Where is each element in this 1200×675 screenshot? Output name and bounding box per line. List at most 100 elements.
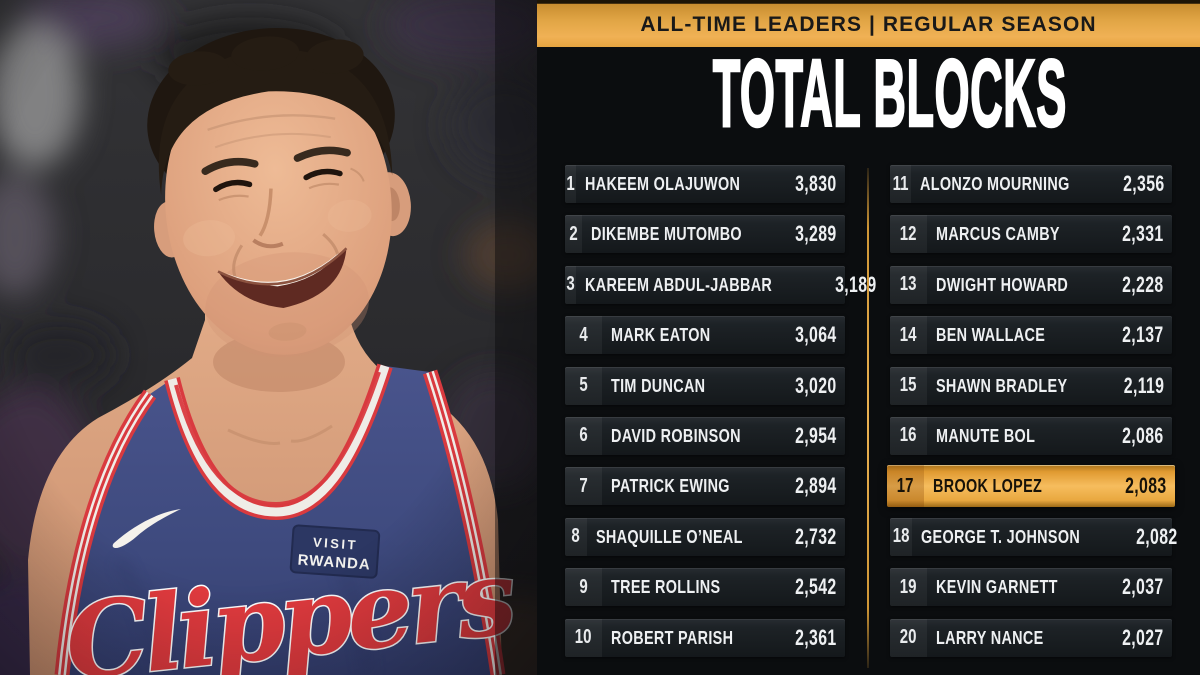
rank-cell: 4 bbox=[565, 316, 602, 355]
leader-row: 7 PATRICK EWING 2,894 bbox=[565, 467, 845, 506]
rank-cell: 14 bbox=[890, 316, 927, 355]
rank-cell-label: 18 bbox=[892, 525, 910, 548]
column-divider bbox=[867, 168, 869, 668]
blocks-value: 2,356 bbox=[1107, 171, 1165, 197]
leader-row: 4 MARK EATON 3,064 bbox=[565, 316, 845, 355]
blocks-value: 2,082 bbox=[1120, 524, 1178, 550]
player-name: PATRICK EWING bbox=[611, 475, 779, 497]
blocks-value: 2,119 bbox=[1108, 373, 1164, 399]
leaders-column-right: 11 ALONZO MOURNING 2,356 12 MARCUS CAMBY 2,33… bbox=[887, 165, 1177, 669]
blocks-value-label: 2,027 bbox=[1122, 624, 1164, 650]
blocks-value-label: 2,954 bbox=[795, 422, 837, 448]
rank-cell-label: 17 bbox=[897, 474, 914, 497]
leader-row: 12 MARCUS CAMBY 2,331 bbox=[890, 215, 1172, 254]
rank-cell-label: 6 bbox=[579, 424, 588, 447]
blocks-value: 2,894 bbox=[779, 473, 837, 499]
player-name-label: PATRICK EWING bbox=[611, 476, 730, 497]
leaders-column-left: 1 HAKEEM OLAJUWON 3,830 2 DIKEMBE MUTOMBO 3,2… bbox=[565, 165, 876, 669]
blocks-value-label: 3,020 bbox=[795, 372, 837, 398]
leader-row: 18 GEORGE T. JOHNSON 2,082 bbox=[890, 517, 1177, 556]
rank-cell-label: 3 bbox=[566, 273, 575, 296]
blocks-value: 3,830 bbox=[779, 171, 837, 197]
player-name-label: DAVID ROBINSON bbox=[611, 425, 741, 446]
blocks-value-label: 2,119 bbox=[1123, 372, 1164, 398]
blocks-value: 2,361 bbox=[779, 625, 837, 651]
player-photo: VISIT RWANDA Clippers bbox=[0, 0, 537, 675]
blocks-value: 2,954 bbox=[779, 423, 837, 449]
header-bar: ALL-TIME LEADERS | REGULAR SEASON bbox=[537, 0, 1200, 47]
player-name-label: BROOK LOPEZ bbox=[933, 476, 1043, 497]
blocks-value: 2,542 bbox=[779, 574, 837, 600]
player-name: ROBERT PARISH bbox=[611, 627, 779, 649]
blocks-value: 3,289 bbox=[779, 221, 837, 247]
blocks-value-label: 2,137 bbox=[1122, 322, 1164, 348]
blocks-value: 3,020 bbox=[779, 373, 837, 399]
player-name-label: MARCUS CAMBY bbox=[936, 224, 1060, 245]
rank-cell-label: 15 bbox=[900, 374, 917, 397]
rank-cell: 20 bbox=[890, 618, 927, 657]
leader-row: 8 SHAQUILLE O’NEAL 2,732 bbox=[565, 517, 845, 556]
rank-cell: 6 bbox=[565, 416, 602, 455]
player-name: LARRY NANCE bbox=[936, 627, 1106, 649]
rank-cell: 9 bbox=[565, 568, 602, 607]
blocks-value: 2,228 bbox=[1106, 272, 1164, 298]
rank-cell-label: 9 bbox=[579, 575, 588, 598]
blocks-value: 2,732 bbox=[779, 524, 837, 550]
rank-cell-label: 12 bbox=[900, 222, 917, 245]
player-name: HAKEEM OLAJUWON bbox=[585, 173, 779, 195]
blocks-value: 2,027 bbox=[1106, 625, 1164, 651]
player-name: DIKEMBE MUTOMBO bbox=[591, 223, 780, 245]
player-name-label: DWIGHT HOWARD bbox=[936, 274, 1069, 295]
player-name: ALONZO MOURNING bbox=[920, 173, 1107, 195]
player-name-label: TIM DUNCAN bbox=[611, 375, 706, 396]
player-photo-art: VISIT RWANDA Clippers bbox=[0, 0, 537, 675]
player-name: KEVIN GARNETT bbox=[936, 576, 1106, 598]
player-name: MANUTE BOL bbox=[936, 425, 1106, 447]
player-name: DWIGHT HOWARD bbox=[936, 274, 1106, 296]
leader-row: 15 SHAWN BRADLEY 2,119 bbox=[890, 366, 1172, 405]
player-name: GEORGE T. JOHNSON bbox=[921, 526, 1120, 548]
rank-cell-label: 7 bbox=[579, 474, 588, 497]
player-name-label: DIKEMBE MUTOMBO bbox=[590, 224, 742, 245]
rank-cell-label: 16 bbox=[900, 424, 917, 447]
rank-cell-label: 11 bbox=[892, 172, 909, 195]
player-name: TIM DUNCAN bbox=[611, 375, 779, 397]
rank-cell: 13 bbox=[890, 265, 927, 304]
rank-cell: 18 bbox=[890, 517, 913, 556]
blocks-value: 2,331 bbox=[1106, 221, 1164, 247]
blocks-value-label: 2,086 bbox=[1122, 422, 1164, 448]
player-name: BROOK LOPEZ bbox=[933, 475, 1109, 497]
blocks-value-label: 3,830 bbox=[795, 171, 837, 196]
blocks-value-label: 2,037 bbox=[1122, 574, 1164, 600]
blocks-value: 2,137 bbox=[1106, 322, 1164, 348]
rank-cell: 1 bbox=[565, 165, 577, 203]
blocks-value-label: 2,361 bbox=[795, 624, 837, 650]
leader-row: 11 ALONZO MOURNING 2,356 bbox=[890, 165, 1172, 203]
leader-row: 14 BEN WALLACE 2,137 bbox=[890, 316, 1172, 355]
stats-panel: ALL-TIME LEADERS | REGULAR SEASON TOTAL … bbox=[537, 0, 1200, 675]
leader-row: 16 MANUTE BOL 2,086 bbox=[890, 416, 1172, 455]
rank-cell: 16 bbox=[890, 416, 927, 455]
player-name-label: SHAWN BRADLEY bbox=[936, 375, 1068, 396]
rank-cell-label: 10 bbox=[575, 626, 592, 649]
player-name-label: LARRY NANCE bbox=[936, 627, 1044, 648]
leader-row: 3 KAREEM ABDUL-JABBAR 3,189 bbox=[565, 265, 876, 304]
rank-cell: 3 bbox=[565, 265, 577, 304]
player-name-label: KAREEM ABDUL-JABBAR bbox=[585, 274, 773, 295]
rank-cell-label: 8 bbox=[571, 525, 581, 548]
blocks-value-label: 2,228 bbox=[1122, 271, 1164, 297]
leader-row: 6 DAVID ROBINSON 2,954 bbox=[565, 416, 845, 455]
leader-row: 10 ROBERT PARISH 2,361 bbox=[565, 618, 845, 657]
leader-row: 5 TIM DUNCAN 3,020 bbox=[565, 366, 845, 405]
leader-row: 2 DIKEMBE MUTOMBO 3,289 bbox=[565, 215, 845, 254]
player-name: MARCUS CAMBY bbox=[936, 223, 1106, 245]
blocks-value: 3,189 bbox=[819, 272, 877, 298]
player-name: MARK EATON bbox=[611, 324, 779, 346]
rank-cell: 12 bbox=[890, 215, 927, 254]
blocks-value: 2,083 bbox=[1109, 473, 1167, 499]
player-name-label: GEORGE T. JOHNSON bbox=[921, 526, 1081, 547]
rank-cell-label: 5 bbox=[579, 374, 588, 397]
blocks-value-label: 3,289 bbox=[795, 221, 837, 247]
rank-cell: 17 bbox=[887, 465, 924, 508]
